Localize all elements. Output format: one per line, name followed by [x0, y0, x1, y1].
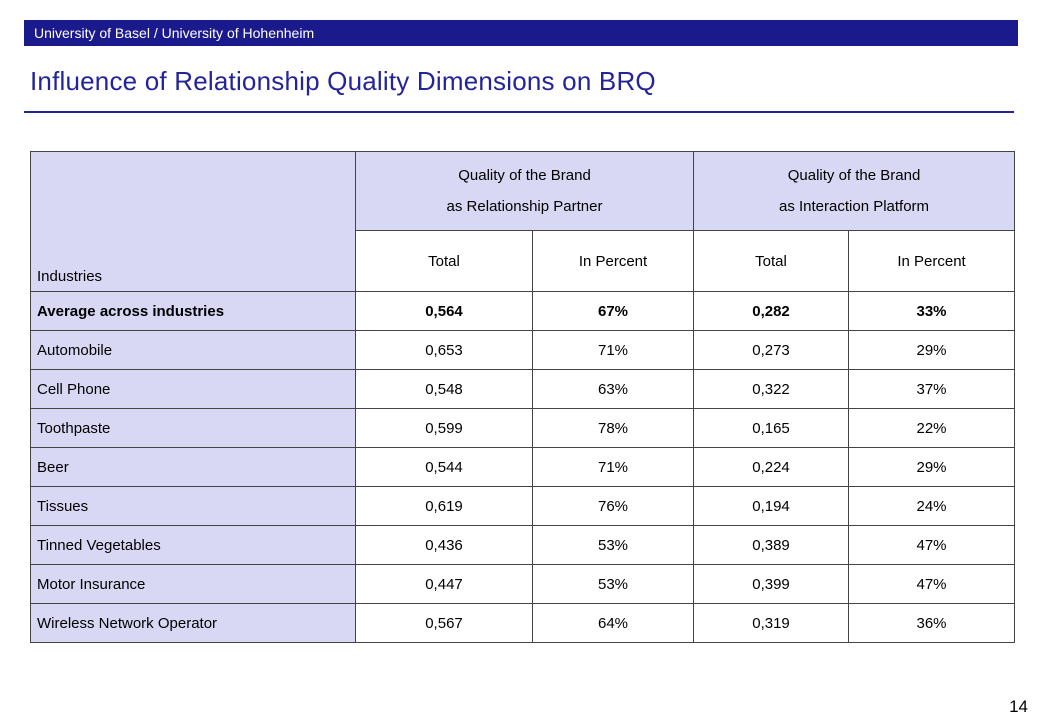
row-label: Tissues: [30, 486, 356, 526]
table-row: Wireless Network Operator 0,567 64% 0,31…: [30, 603, 1016, 643]
cell-value: 67%: [531, 291, 695, 331]
cell-value: 0,619: [355, 486, 533, 526]
row-label: Tinned Vegetables: [30, 525, 356, 565]
group-header-line1: Quality of the Brand: [787, 167, 921, 184]
subheader-total: Total: [693, 230, 850, 292]
row-label: Motor Insurance: [30, 564, 356, 604]
row-label: Automobile: [30, 330, 356, 370]
cell-value: 47%: [848, 564, 1016, 604]
cell-value: 0,224: [693, 447, 850, 487]
page-number: 14: [1009, 697, 1028, 716]
row-label: Average across industries: [30, 291, 356, 331]
cell-value: 0,567: [355, 603, 533, 643]
cell-value: 0,548: [355, 369, 533, 409]
table-row: Tinned Vegetables 0,436 53% 0,389 47%: [30, 525, 1016, 565]
subheader-percent: In Percent: [531, 230, 695, 292]
cell-value: 0,544: [355, 447, 533, 487]
cell-value: 0,273: [693, 330, 850, 370]
cell-value: 0,447: [355, 564, 533, 604]
table-row: Beer 0,544 71% 0,224 29%: [30, 447, 1016, 487]
row-label: Beer: [30, 447, 356, 487]
cell-value: 71%: [531, 447, 695, 487]
cell-value: 0,564: [355, 291, 533, 331]
cell-value: 29%: [848, 447, 1016, 487]
cell-value: 0,165: [693, 408, 850, 448]
cell-value: 78%: [531, 408, 695, 448]
group-header-line2: as Relationship Partner: [446, 198, 603, 215]
cell-value: 0,194: [693, 486, 850, 526]
cell-value: 0,319: [693, 603, 850, 643]
cell-value: 47%: [848, 525, 1016, 565]
cell-value: 37%: [848, 369, 1016, 409]
group-header-line1: Quality of the Brand: [458, 167, 591, 184]
subheader-percent: In Percent: [848, 230, 1016, 292]
cell-value: 0,282: [693, 291, 850, 331]
subheader-total: Total: [355, 230, 533, 292]
institution-label: University of Basel / University of Hohe…: [34, 25, 315, 41]
cell-value: 63%: [531, 369, 695, 409]
cell-value: 33%: [848, 291, 1016, 331]
cell-value: 53%: [531, 525, 695, 565]
row-label: Cell Phone: [30, 369, 356, 409]
cell-value: 36%: [848, 603, 1016, 643]
cell-value: 71%: [531, 330, 695, 370]
cell-value: 76%: [531, 486, 695, 526]
cell-value: 0,436: [355, 525, 533, 565]
row-label: Wireless Network Operator: [30, 603, 356, 643]
cell-value: 0,653: [355, 330, 533, 370]
cell-value: 24%: [848, 486, 1016, 526]
title-divider: [24, 111, 1014, 113]
industries-column-header: Industries: [30, 151, 356, 292]
cell-value: 53%: [531, 564, 695, 604]
cell-value: 0,389: [693, 525, 850, 565]
table-row: Toothpaste 0,599 78% 0,165 22%: [30, 408, 1016, 448]
group-header-line2: as Interaction Platform: [778, 198, 930, 215]
cell-value: 0,322: [693, 369, 850, 409]
group-header-interaction-platform: Quality of the Brand as Interaction Plat…: [693, 151, 1016, 231]
page-title: Influence of Relationship Quality Dimens…: [30, 66, 656, 96]
table-row: Motor Insurance 0,447 53% 0,399 47%: [30, 564, 1016, 604]
group-header-relationship-partner: Quality of the Brand as Relationship Par…: [354, 151, 695, 231]
institution-header-bar: University of Basel / University of Hohe…: [24, 20, 1018, 46]
cell-value: 0,399: [693, 564, 850, 604]
row-label: Toothpaste: [30, 408, 356, 448]
table-row: Automobile 0,653 71% 0,273 29%: [30, 330, 1016, 370]
table-row: Cell Phone 0,548 63% 0,322 37%: [30, 369, 1016, 409]
table-row: Tissues 0,619 76% 0,194 24%: [30, 486, 1016, 526]
results-table: Industries Quality of the Brand as Relat…: [30, 151, 1016, 643]
cell-value: 64%: [531, 603, 695, 643]
cell-value: 22%: [848, 408, 1016, 448]
cell-value: 29%: [848, 330, 1016, 370]
cell-value: 0,599: [355, 408, 533, 448]
table-row: Average across industries 0,564 67% 0,28…: [30, 291, 1016, 331]
